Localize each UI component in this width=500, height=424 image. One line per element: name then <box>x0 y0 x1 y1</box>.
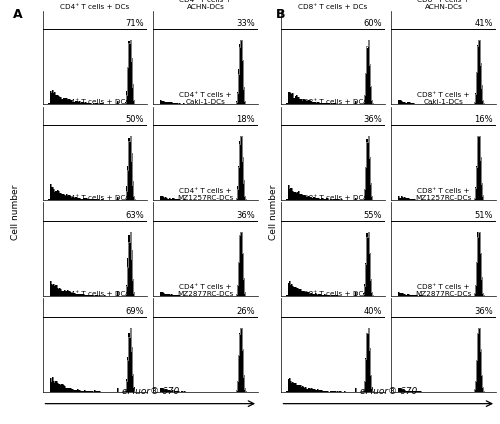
Title: CD4⁺ T cells +
Caki-1-DCs: CD4⁺ T cells + Caki-1-DCs <box>180 92 232 106</box>
Text: 36%: 36% <box>474 307 493 316</box>
Text: 36%: 36% <box>236 211 255 220</box>
Title: CD4⁺ T cells + DCs: CD4⁺ T cells + DCs <box>60 291 130 297</box>
Text: 26%: 26% <box>236 307 255 316</box>
Text: 69%: 69% <box>126 307 144 316</box>
Text: 50%: 50% <box>126 115 144 124</box>
Text: B: B <box>276 8 285 22</box>
Title: CD8⁺ T cells + DCs: CD8⁺ T cells + DCs <box>298 195 368 201</box>
Title: CD4⁺ T cells + DCs: CD4⁺ T cells + DCs <box>60 195 130 201</box>
Text: 18%: 18% <box>236 115 255 124</box>
Text: 55%: 55% <box>364 211 382 220</box>
Text: 33%: 33% <box>236 20 255 28</box>
Title: CD8⁺ T cells +
MZ1257RC-DCs: CD8⁺ T cells + MZ1257RC-DCs <box>416 188 472 201</box>
Title: CD8⁺ T cells + DCs: CD8⁺ T cells + DCs <box>298 291 368 297</box>
Title: CD8⁺ T cells +
Caki-1-DCs: CD8⁺ T cells + Caki-1-DCs <box>418 92 470 106</box>
Text: 41%: 41% <box>474 20 493 28</box>
Title: CD4⁺ T cells + DCs: CD4⁺ T cells + DCs <box>60 100 130 106</box>
Text: 40%: 40% <box>364 307 382 316</box>
Text: Cell number: Cell number <box>268 184 278 240</box>
Text: 51%: 51% <box>474 211 493 220</box>
Text: eFluor® 670: eFluor® 670 <box>122 388 179 396</box>
Title: CD8⁺ T cells +
ACHN-DCs: CD8⁺ T cells + ACHN-DCs <box>418 0 470 9</box>
Title: CD8⁺ T cells + DCs: CD8⁺ T cells + DCs <box>298 3 368 9</box>
Text: eFluor® 670: eFluor® 670 <box>360 388 417 396</box>
Title: CD8⁺ T cells + DCs: CD8⁺ T cells + DCs <box>298 100 368 106</box>
Text: 36%: 36% <box>364 115 382 124</box>
Text: 63%: 63% <box>126 211 144 220</box>
Title: CD4⁺ T cells +
MZ1257RC-DCs: CD4⁺ T cells + MZ1257RC-DCs <box>178 188 234 201</box>
Title: CD4⁺ T cells +
ACHN-DCs: CD4⁺ T cells + ACHN-DCs <box>180 0 232 9</box>
Text: 60%: 60% <box>364 20 382 28</box>
Text: Cell number: Cell number <box>10 184 20 240</box>
Text: 71%: 71% <box>126 20 144 28</box>
Title: CD4⁺ T cells + DCs: CD4⁺ T cells + DCs <box>60 3 130 9</box>
Title: CD8⁺ T cells +
MZ2877RC-DCs: CD8⁺ T cells + MZ2877RC-DCs <box>416 285 472 297</box>
Text: A: A <box>12 8 22 22</box>
Title: CD4⁺ T cells +
MZ2877RC-DCs: CD4⁺ T cells + MZ2877RC-DCs <box>178 285 234 297</box>
Text: 16%: 16% <box>474 115 493 124</box>
